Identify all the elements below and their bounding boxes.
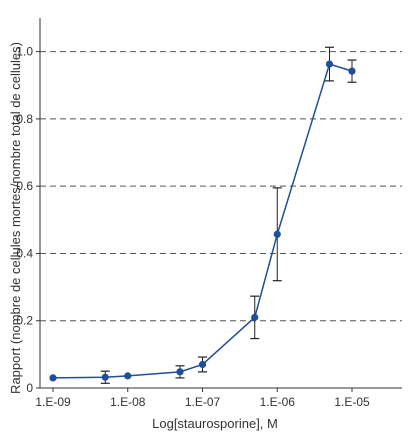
y-tick-label: 0 xyxy=(26,381,33,395)
y-tick-label: 1.0 xyxy=(16,45,33,59)
y-tick-label: 0.6 xyxy=(16,179,33,193)
tick-layer: 0 0.2 0.4 0.6 0.8 1.0 1.E-09 1.E-08 1.E-07 1.E-06… xyxy=(16,45,370,409)
data-point xyxy=(273,230,281,238)
y-tick-label: 0.8 xyxy=(16,112,33,126)
data-point xyxy=(49,374,57,382)
x-tick-label: 1.E-06 xyxy=(260,395,296,409)
series-line xyxy=(52,63,353,379)
grid-layer xyxy=(40,51,402,322)
data-point xyxy=(101,373,109,381)
data-point xyxy=(124,372,132,380)
data-point xyxy=(176,368,184,376)
y-tick-label: 0.4 xyxy=(16,246,33,260)
axis-layer xyxy=(39,18,402,389)
x-axis-label: Log[staurosporine], M xyxy=(152,416,278,431)
data-point xyxy=(325,60,334,68)
series-layer xyxy=(49,46,357,384)
data-point xyxy=(348,67,356,75)
x-tick-label: 1.E-07 xyxy=(185,395,221,409)
x-tick-label: 1.E-05 xyxy=(334,395,370,409)
data-point xyxy=(198,360,207,369)
x-tick-label: 1.E-08 xyxy=(110,395,146,409)
y-axis-label: Rapport (nombre de cellules mortes/nombr… xyxy=(8,42,23,394)
x-tick-label: 1.E-09 xyxy=(35,395,71,409)
y-tick-label: 0.2 xyxy=(16,314,33,328)
data-point xyxy=(251,313,259,321)
